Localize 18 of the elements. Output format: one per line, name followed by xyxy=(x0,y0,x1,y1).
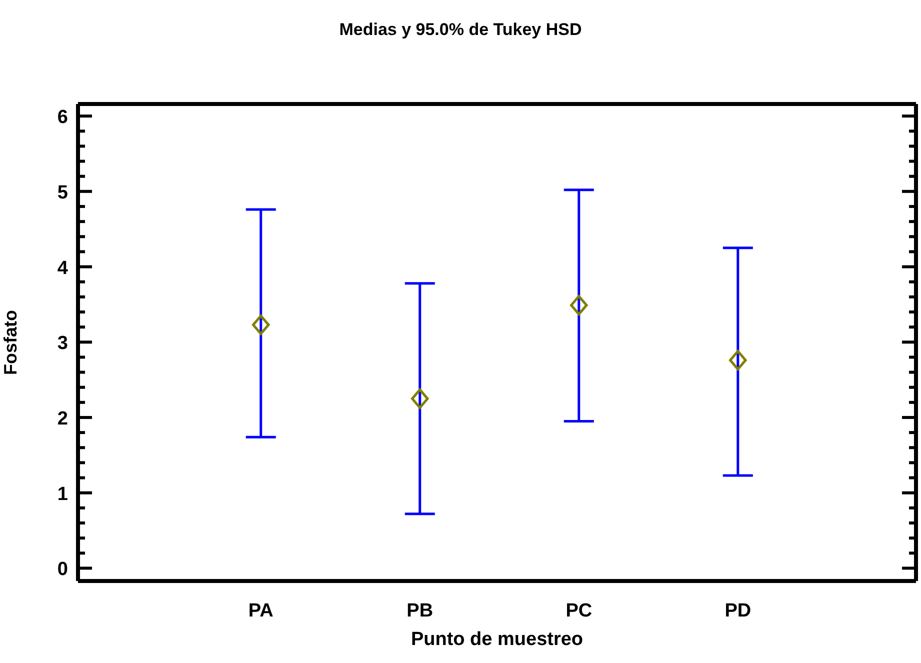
y-tick-label: 1 xyxy=(57,484,68,505)
y-tick-label: 3 xyxy=(57,333,68,354)
point xyxy=(410,388,429,409)
point xyxy=(729,350,747,370)
y-tick-label: 0 xyxy=(57,559,68,580)
y-tick-label: 5 xyxy=(57,182,68,204)
y-tick-label: 6 xyxy=(57,107,68,128)
y-tick-label: 2 xyxy=(57,408,68,430)
y-axis-title: Fosfato xyxy=(0,310,20,375)
x-tick-label: PC xyxy=(566,600,592,622)
x-axis-title: Punto de muestreo xyxy=(410,629,584,650)
x-tick-label: PA xyxy=(248,600,274,622)
x-tick-label: PD xyxy=(724,600,752,622)
chart-title: Medias y 95.0% de Tukey HSD xyxy=(338,20,583,40)
y-tick-label: 4 xyxy=(57,258,68,279)
point xyxy=(252,314,270,336)
point xyxy=(570,294,588,316)
x-tick-label: PB xyxy=(406,600,434,622)
